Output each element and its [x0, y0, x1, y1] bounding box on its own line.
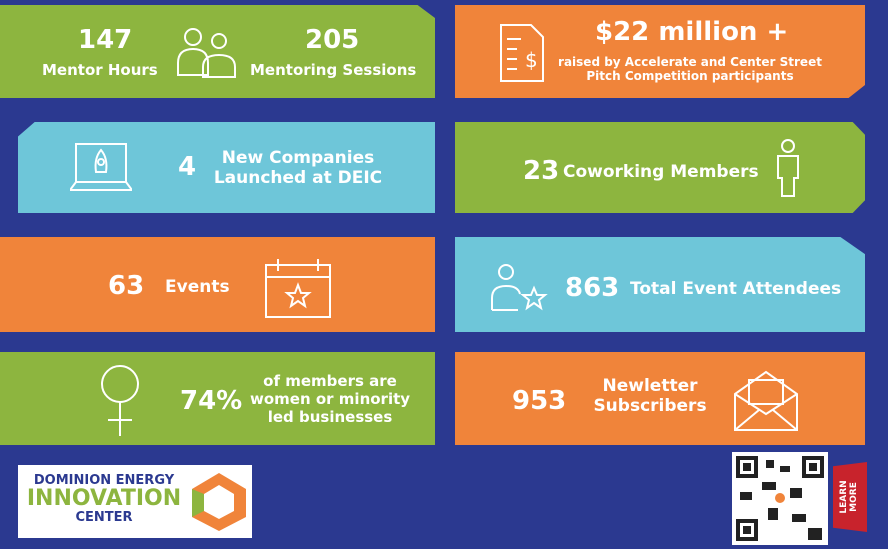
label-line: Pitch Competition participants [586, 69, 794, 84]
logo: DOMINION ENERGY INNOVATION CENTER [18, 465, 252, 538]
calendar-icon [265, 259, 331, 318]
stat-number: 63 [108, 271, 145, 301]
stat-number: 953 [512, 386, 567, 416]
label-line: led businesses [267, 408, 393, 426]
qr-code [732, 452, 828, 545]
stat-label: Newletter Subscribers [580, 376, 720, 417]
stat-label: Coworking Members [563, 162, 759, 182]
label-line: New Companies [221, 148, 375, 168]
stat-label: Total Event Attendees [630, 279, 842, 299]
person-icon [777, 139, 799, 197]
stat-number: 74% [180, 386, 243, 416]
label-line: women or minority [250, 390, 411, 408]
card: 23 Coworking Members [455, 122, 865, 213]
logo-line: DOMINION ENERGY [33, 473, 175, 488]
people-icon [177, 28, 236, 78]
stat-number: $22 million + [595, 17, 789, 47]
document-icon: $ [500, 24, 544, 82]
logo-text: DOMINION ENERGY INNOVATION CENTER [24, 473, 184, 525]
logo-line: INNOVATION [26, 486, 182, 511]
card: 4 New Companies Launched at DEIC [18, 122, 435, 213]
label-line: raised by Accelerate and Center Street [558, 55, 822, 69]
card: 147 Mentor Hours 205 Mentoring Sessions [0, 5, 435, 98]
card: $ $22 million + raised by Accelerate and… [455, 5, 865, 98]
stat-number: 4 [178, 152, 197, 182]
stat-label: Mentor Hours [42, 61, 158, 79]
logo-line: CENTER [75, 510, 133, 525]
card: 953 Newletter Subscribers [455, 352, 865, 445]
logo-mark [192, 473, 246, 531]
stat-label: Events [165, 277, 230, 297]
stat-number: 147 [78, 25, 133, 55]
stat-number: 205 [305, 25, 360, 55]
stat-label: Mentoring Sessions [250, 61, 417, 79]
label-line: of members are [263, 372, 397, 390]
stat-label: of members are women or minority led bus… [250, 372, 410, 426]
learn-more-tag[interactable]: LEARN MORE [833, 462, 867, 532]
label-line: Subscribers [593, 396, 707, 417]
female-icon [101, 365, 139, 436]
card: 863 Total Event Attendees [455, 237, 865, 332]
laptop-icon [70, 143, 132, 191]
tag-line: MORE [849, 482, 859, 512]
stat-label: raised by Accelerate and Center Street P… [550, 55, 830, 84]
label-line: Newletter [602, 376, 698, 396]
card: 63 Events [0, 237, 435, 332]
stat-label: New Companies Launched at DEIC [213, 148, 383, 189]
svg-text:$: $ [525, 48, 538, 72]
stat-number: 23 [523, 156, 560, 186]
card: 74% of members are women or minority led… [0, 352, 435, 445]
envelope-icon [734, 370, 798, 431]
person-star-icon [491, 264, 548, 311]
stat-number: 863 [565, 273, 620, 303]
label-line: Launched at DEIC [213, 168, 383, 189]
